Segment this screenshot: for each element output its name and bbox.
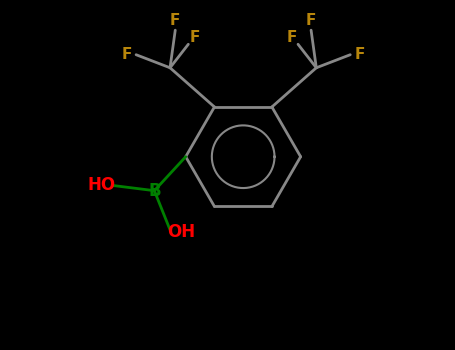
Text: F: F [306,13,316,28]
Text: F: F [170,13,181,28]
Text: OH: OH [167,223,196,242]
Text: F: F [287,30,297,46]
Text: B: B [148,182,161,199]
Text: F: F [121,47,132,62]
Text: HO: HO [87,176,115,195]
Text: F: F [354,47,365,62]
Text: F: F [189,30,200,46]
